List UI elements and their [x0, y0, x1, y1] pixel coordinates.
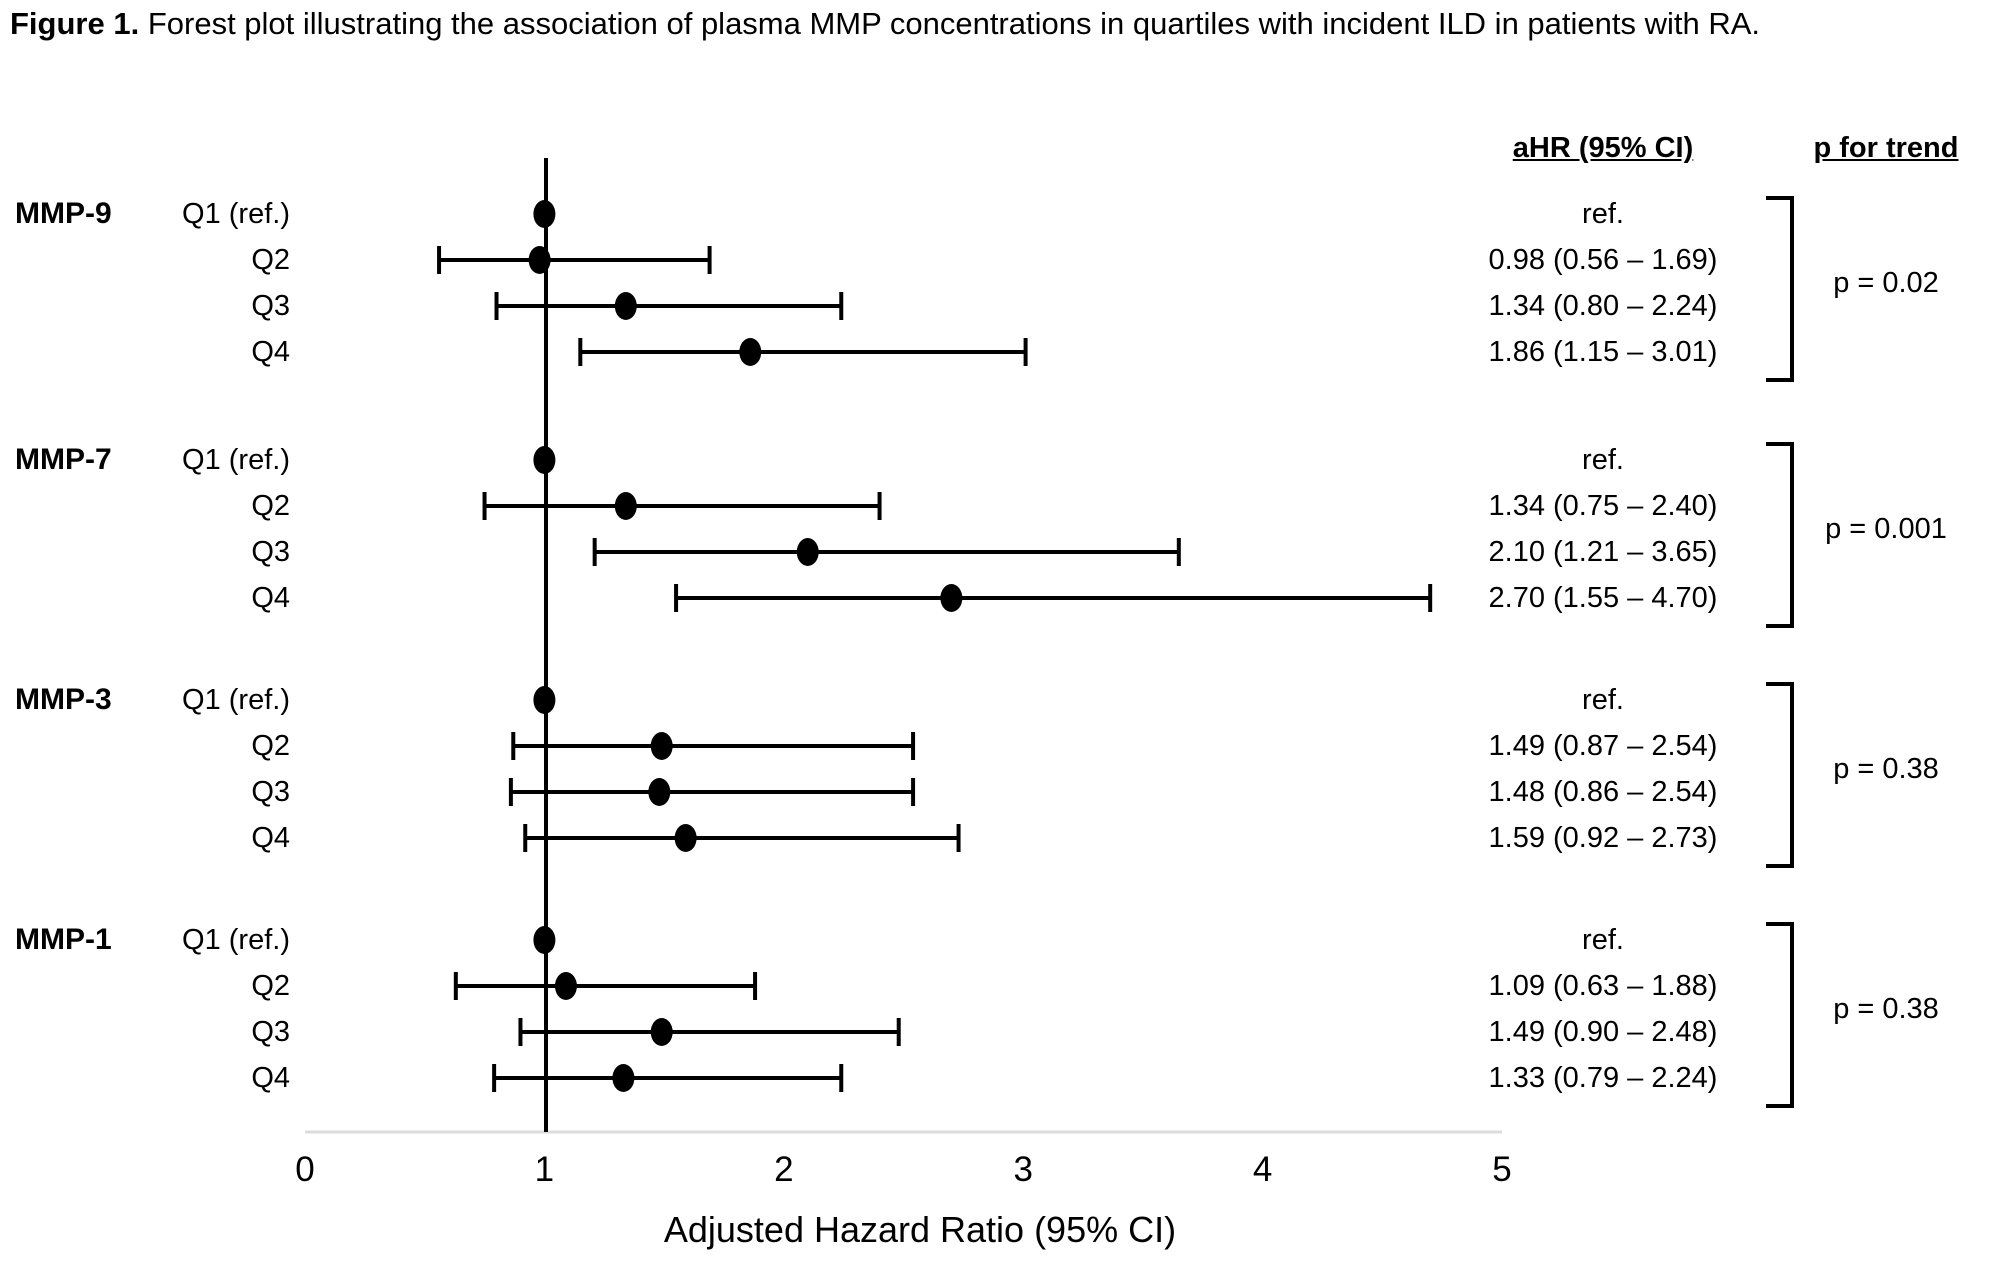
group-bracket — [1766, 922, 1794, 1108]
point-estimate-marker — [533, 686, 556, 714]
ahr-value: 0.98 (0.56 – 1.69) — [1488, 244, 1718, 276]
group-label: MMP-1 — [15, 923, 112, 956]
ahr-value: ref. — [1582, 198, 1624, 230]
quartile-label: Q3 — [251, 776, 290, 808]
quartile-label: Q3 — [251, 536, 290, 568]
ahr-value: ref. — [1582, 924, 1624, 956]
quartile-label: Q1 (ref.) — [182, 198, 290, 230]
ahr-value: 1.59 (0.92 – 2.73) — [1488, 822, 1718, 854]
x-tick-label: 4 — [1252, 1150, 1273, 1189]
quartile-label: Q4 — [251, 336, 290, 368]
group-bracket — [1766, 682, 1794, 868]
ahr-value: 1.09 (0.63 – 1.88) — [1488, 970, 1718, 1002]
quartile-label: Q4 — [251, 1062, 290, 1094]
quartile-label: Q1 (ref.) — [182, 924, 290, 956]
ahr-value: 1.86 (1.15 – 3.01) — [1488, 336, 1718, 368]
x-tick-label: 1 — [534, 1150, 555, 1189]
ahr-value: 1.49 (0.90 – 2.48) — [1488, 1016, 1718, 1048]
quartile-label: Q1 (ref.) — [182, 444, 290, 476]
point-estimate-marker — [533, 200, 556, 228]
point-estimate-marker — [650, 732, 673, 760]
x-tick-label: 2 — [774, 1150, 794, 1189]
group-bracket — [1766, 196, 1794, 382]
point-estimate-marker — [533, 926, 556, 954]
ahr-value: 2.10 (1.21 – 3.65) — [1488, 536, 1718, 568]
point-estimate-marker — [612, 1064, 635, 1092]
quartile-label: Q4 — [251, 822, 290, 854]
ahr-value: 1.49 (0.87 – 2.54) — [1488, 730, 1718, 762]
figure-title-text: Forest plot illustrating the association… — [147, 6, 1761, 41]
quartile-label: Q2 — [251, 730, 290, 762]
p-trend-value: p = 0.02 — [1833, 267, 1939, 299]
ahr-column-header: aHR (95% CI) — [1512, 132, 1694, 164]
point-estimate-marker — [554, 972, 577, 1000]
quartile-label: Q2 — [251, 244, 290, 276]
ahr-value: 1.48 (0.86 – 2.54) — [1488, 776, 1718, 808]
point-estimate-marker — [739, 338, 762, 366]
x-tick-label: 5 — [1492, 1150, 1512, 1189]
p-trend-value: p = 0.001 — [1825, 513, 1947, 545]
ahr-value: 1.34 (0.80 – 2.24) — [1488, 290, 1718, 322]
point-estimate-marker — [940, 584, 963, 612]
quartile-label: Q1 (ref.) — [182, 684, 290, 716]
group-bracket — [1766, 442, 1794, 628]
point-estimate-marker — [648, 778, 671, 806]
quartile-label: Q3 — [251, 290, 290, 322]
point-estimate-marker — [650, 1018, 673, 1046]
quartile-label: Q3 — [251, 1016, 290, 1048]
point-estimate-marker — [614, 492, 637, 520]
group-label: MMP-3 — [15, 683, 112, 716]
ahr-value: ref. — [1582, 684, 1624, 716]
point-estimate-marker — [674, 824, 697, 852]
x-tick-label: 0 — [295, 1150, 315, 1189]
point-estimate-marker — [614, 292, 637, 320]
p-trend-column-header: p for trend — [1813, 132, 1959, 164]
ahr-value: 2.70 (1.55 – 4.70) — [1488, 582, 1718, 614]
ahr-value: ref. — [1582, 444, 1624, 476]
point-estimate-marker — [528, 246, 551, 274]
point-estimate-marker — [533, 446, 556, 474]
x-axis-title: Adjusted Hazard Ratio (95% CI) — [663, 1209, 1177, 1250]
p-trend-value: p = 0.38 — [1833, 753, 1939, 785]
group-label: MMP-7 — [15, 443, 112, 476]
ahr-value: 1.34 (0.75 – 2.40) — [1488, 490, 1718, 522]
p-trend-value: p = 0.38 — [1833, 993, 1939, 1025]
quartile-label: Q2 — [251, 490, 290, 522]
quartile-label: Q2 — [251, 970, 290, 1002]
ahr-value: 1.33 (0.79 – 2.24) — [1488, 1062, 1718, 1094]
group-label: MMP-9 — [15, 197, 112, 230]
quartile-label: Q4 — [251, 582, 290, 614]
figure-label: Figure 1. — [10, 6, 140, 41]
figure-title: Figure 1. Forest plot illustrating the a… — [10, 5, 1962, 43]
point-estimate-marker — [796, 538, 819, 566]
x-tick-label: 3 — [1013, 1150, 1033, 1189]
